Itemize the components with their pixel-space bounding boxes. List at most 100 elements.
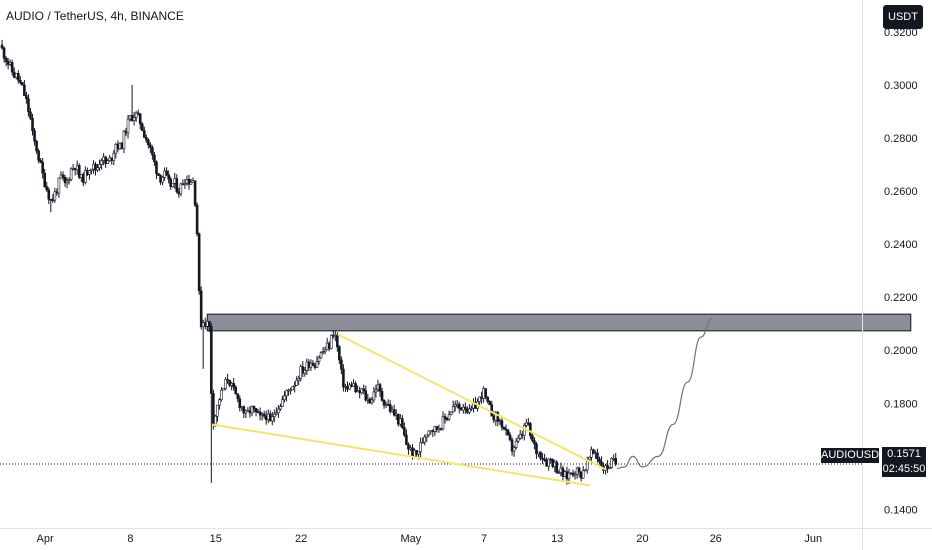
candle <box>279 403 282 412</box>
candle <box>596 448 599 463</box>
candle <box>262 410 266 419</box>
candle-body <box>242 406 246 414</box>
candle <box>151 145 154 160</box>
candle-body <box>264 415 268 421</box>
candle-body <box>547 458 550 467</box>
candle <box>179 182 183 197</box>
candle <box>409 445 412 451</box>
candle-body <box>140 123 144 131</box>
candle-body <box>187 179 191 185</box>
candle <box>606 460 609 473</box>
candle-body <box>88 170 91 175</box>
candle <box>145 134 148 144</box>
candle <box>208 321 211 332</box>
candle-body <box>541 457 544 460</box>
candle-body <box>549 458 552 461</box>
candle <box>153 151 156 166</box>
candle <box>210 322 213 483</box>
candle <box>581 465 585 479</box>
candle <box>256 408 260 414</box>
candle-body <box>331 334 335 337</box>
candle <box>252 405 256 413</box>
candle-body <box>167 174 170 180</box>
candle-body <box>100 160 103 165</box>
candle <box>547 458 550 471</box>
candle <box>191 177 195 183</box>
candle <box>23 80 26 97</box>
x-tick-label: 8 <box>127 533 133 545</box>
candle-body <box>443 416 447 420</box>
candle-body <box>567 472 571 480</box>
candle <box>399 413 402 427</box>
candle <box>175 174 179 194</box>
candle-body <box>291 386 294 391</box>
candle <box>413 448 416 458</box>
candle <box>441 411 445 431</box>
candle <box>199 286 203 330</box>
candle <box>502 426 506 431</box>
candle <box>573 471 577 480</box>
candle <box>439 427 443 431</box>
candle <box>378 382 382 397</box>
candle <box>366 393 370 404</box>
candle <box>124 127 128 137</box>
candle-body <box>614 457 618 465</box>
candle-body <box>185 179 189 184</box>
candle <box>382 399 386 409</box>
candle-body <box>37 150 40 161</box>
candle <box>340 356 343 375</box>
candle-body <box>388 404 392 412</box>
candle-body <box>421 441 424 444</box>
candle <box>212 389 215 430</box>
candle-body <box>313 365 317 368</box>
candle <box>244 409 248 419</box>
candle <box>270 411 274 426</box>
candle-body <box>238 398 242 409</box>
candle-body <box>161 177 164 183</box>
candle-body <box>533 440 536 445</box>
candle <box>403 422 406 438</box>
candle-body <box>427 430 431 436</box>
projection-path <box>616 317 713 469</box>
candle <box>57 177 61 199</box>
candle-body <box>502 426 506 430</box>
candle-body <box>147 139 150 146</box>
candle-body <box>319 352 323 359</box>
candle-body <box>455 403 459 406</box>
candle <box>321 346 325 355</box>
candle-body <box>498 420 502 422</box>
candle <box>6 57 10 70</box>
candle-body <box>612 457 615 460</box>
candle-body <box>506 429 510 436</box>
candle <box>218 398 221 410</box>
currency-button[interactable]: USDT <box>883 5 923 29</box>
candle <box>222 388 225 391</box>
candle <box>0 39 4 50</box>
candle <box>163 167 166 181</box>
candle <box>216 404 219 422</box>
candle-body <box>329 334 333 349</box>
candle-body <box>90 168 93 171</box>
candle-body <box>181 183 185 186</box>
candle <box>498 418 502 425</box>
candle-body <box>53 191 57 201</box>
candle-body <box>559 467 563 473</box>
candle-body <box>573 473 577 476</box>
candle <box>527 418 530 426</box>
candle-body <box>496 412 500 422</box>
candle <box>301 360 305 377</box>
candle-body <box>415 450 418 455</box>
candle <box>333 330 337 342</box>
candle-body <box>283 395 286 400</box>
candle <box>31 113 34 136</box>
wedge-upper-line <box>337 333 607 471</box>
candle-body <box>429 430 433 432</box>
candle-body <box>12 71 16 78</box>
candle <box>457 401 461 414</box>
candle-body <box>191 180 195 183</box>
candle <box>557 470 561 475</box>
candle-body <box>342 368 345 388</box>
candle-body <box>273 413 276 418</box>
candle <box>289 387 292 395</box>
